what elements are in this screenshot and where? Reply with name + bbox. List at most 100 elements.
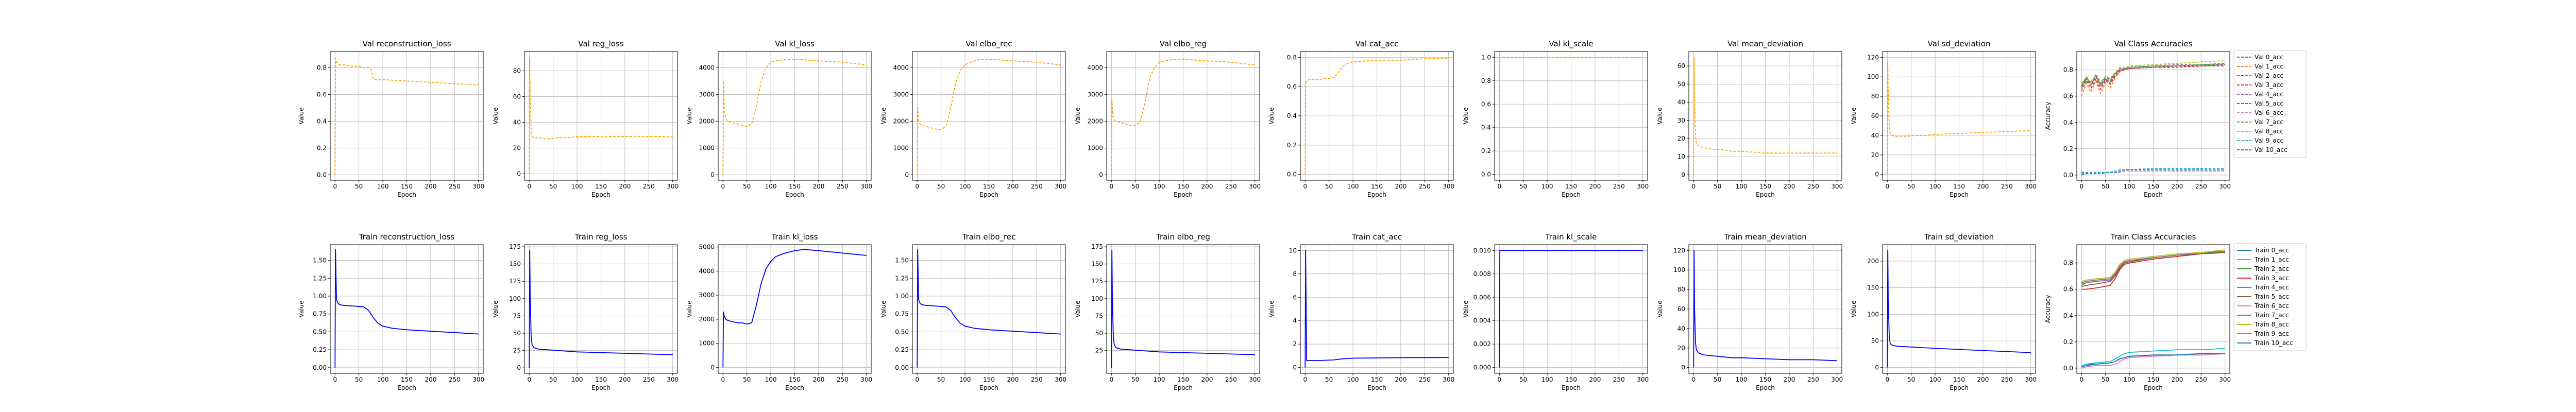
subplot: 0 50 100 150 200 250 300 25 50 75 100 125 150 175 Trai… — [1074, 232, 1261, 391]
y-tick-label: 1.00 — [895, 293, 909, 300]
y-tick-label: 2000 — [699, 316, 715, 323]
y-tick-label: 0.8 — [2063, 260, 2073, 267]
y-tick-label: 175 — [509, 243, 521, 250]
y-tick-label: 0.4 — [1481, 124, 1491, 131]
y-axis-label: Value — [686, 108, 693, 125]
y-tick-label: 0 — [710, 364, 715, 371]
legend-label: Train 4_acc — [2254, 284, 2289, 291]
x-tick-label: 200 — [1783, 376, 1795, 383]
y-tick-label: 120 — [1673, 247, 1685, 254]
x-tick-label: 200 — [1201, 376, 1213, 383]
legend-label: Train 9_acc — [2254, 330, 2289, 337]
y-tick-label: 0 — [1293, 364, 1297, 371]
legend-label: Train 0_acc — [2254, 247, 2289, 254]
x-tick-label: 300 — [1249, 183, 1261, 190]
x-tick-label: 300 — [1249, 376, 1261, 383]
x-axis-label: Epoch — [1562, 191, 1581, 198]
y-tick-label: 0.0 — [2063, 365, 2073, 372]
legend-label: Val 7_acc — [2255, 118, 2283, 126]
y-tick-label: 125 — [509, 278, 521, 285]
x-tick-label: 50 — [937, 183, 945, 190]
chart-title: Val kl_scale — [1549, 39, 1593, 49]
x-tick-label: 100 — [377, 376, 389, 383]
chart-title: Val Class Accuracies — [2114, 39, 2192, 48]
subplot: 0 50 100 150 200 250 300010002000300040005000T… — [686, 232, 872, 391]
x-tick-label: 150 — [1371, 183, 1383, 190]
x-tick-label: 50 — [549, 183, 557, 190]
y-tick-label: 1.0 — [1481, 54, 1491, 61]
legend-label: Train 8_acc — [2254, 321, 2289, 328]
y-tick-label: 0.6 — [1481, 100, 1491, 108]
x-tick-label: 150 — [595, 183, 607, 190]
series-line — [1499, 250, 1643, 368]
x-tick-label: 50 — [1325, 376, 1333, 383]
x-tick-label: 200 — [1977, 376, 1989, 383]
x-tick-label: 0 — [1497, 183, 1501, 190]
x-tick-label: 0 — [333, 376, 337, 383]
subplot: 0 50 100 150 200 250 300 0 50 100 150 200 Train sd_d… — [1850, 232, 2037, 391]
x-tick-label: 0 — [1691, 376, 1696, 383]
legend-label: Train 7_acc — [2254, 312, 2289, 319]
x-tick-label: 300 — [667, 376, 679, 383]
x-tick-label: 100 — [765, 183, 777, 190]
legend-label: Train 1_acc — [2254, 256, 2289, 263]
y-tick-label: 0 — [905, 171, 909, 179]
subplot: 0 50 100 150 200 250 300 0 2 4 6 8 10 Train cat_acc Ep… — [1268, 232, 1454, 391]
x-tick-label: 50 — [1519, 183, 1527, 190]
series-line — [2081, 64, 2225, 88]
x-tick-label: 100 — [2124, 376, 2136, 383]
y-tick-label: 80 — [1677, 286, 1685, 293]
series-line — [1304, 58, 1449, 175]
y-axis-label: Value — [1462, 108, 1469, 125]
x-tick-label: 0 — [915, 183, 919, 190]
x-tick-label: 250 — [2195, 376, 2207, 383]
x-tick-label: 100 — [1736, 183, 1748, 190]
y-tick-label: 4 — [1293, 317, 1297, 324]
x-tick-label: 100 — [1929, 183, 1941, 190]
y-tick-label: 1000 — [699, 145, 715, 152]
y-tick-label: 0 — [517, 170, 521, 178]
x-tick-label: 0 — [721, 183, 725, 190]
legend-label: Train 6_acc — [2254, 302, 2289, 310]
y-axis-label: Value — [1850, 108, 1857, 125]
y-tick-label: 3000 — [699, 291, 715, 299]
x-tick-label: 0 — [527, 376, 531, 383]
y-tick-label: 0 — [1681, 364, 1685, 371]
y-tick-label: 200 — [1867, 258, 1879, 265]
x-tick-label: 50 — [549, 376, 557, 383]
y-tick-label: 3000 — [699, 91, 715, 98]
y-tick-label: 20 — [1677, 135, 1685, 142]
chart-title: Train sd_deviation — [1924, 232, 1994, 242]
x-tick-label: 0 — [721, 376, 725, 383]
x-tick-label: 100 — [571, 183, 583, 190]
x-axis-label: Epoch — [979, 191, 998, 198]
y-tick-label: 2000 — [1087, 117, 1103, 125]
series-line — [2081, 252, 2225, 290]
x-tick-label: 300 — [2025, 183, 2037, 190]
x-tick-label: 250 — [2001, 183, 2013, 190]
y-tick-label: 4000 — [699, 267, 715, 274]
legend-label: Val 6_acc — [2255, 109, 2283, 116]
chart-title: Train kl_loss — [771, 232, 818, 242]
x-axis-label: Epoch — [1950, 191, 1969, 198]
chart-title: Train reconstruction_loss — [359, 232, 455, 242]
y-tick-label: 50 — [1871, 337, 1879, 345]
y-tick-label: 2 — [1293, 340, 1297, 348]
y-tick-label: 5000 — [699, 244, 715, 251]
series-line — [722, 249, 867, 368]
series-line — [2081, 250, 2225, 283]
y-tick-label: 40 — [1871, 132, 1879, 139]
y-tick-label: 0.75 — [895, 311, 909, 318]
y-tick-label: 100 — [509, 295, 521, 302]
x-axis-label: Epoch — [1756, 191, 1775, 198]
x-tick-label: 150 — [1759, 183, 1771, 190]
y-tick-label: 0.0 — [1287, 171, 1297, 178]
y-axis-label: Value — [1074, 108, 1081, 125]
series-line — [529, 57, 673, 174]
y-tick-label: 4000 — [1087, 64, 1103, 71]
y-tick-label: 60 — [1871, 112, 1879, 119]
legend-box — [2233, 50, 2307, 158]
x-tick-label: 0 — [527, 183, 531, 190]
x-tick-label: 150 — [1565, 376, 1577, 383]
